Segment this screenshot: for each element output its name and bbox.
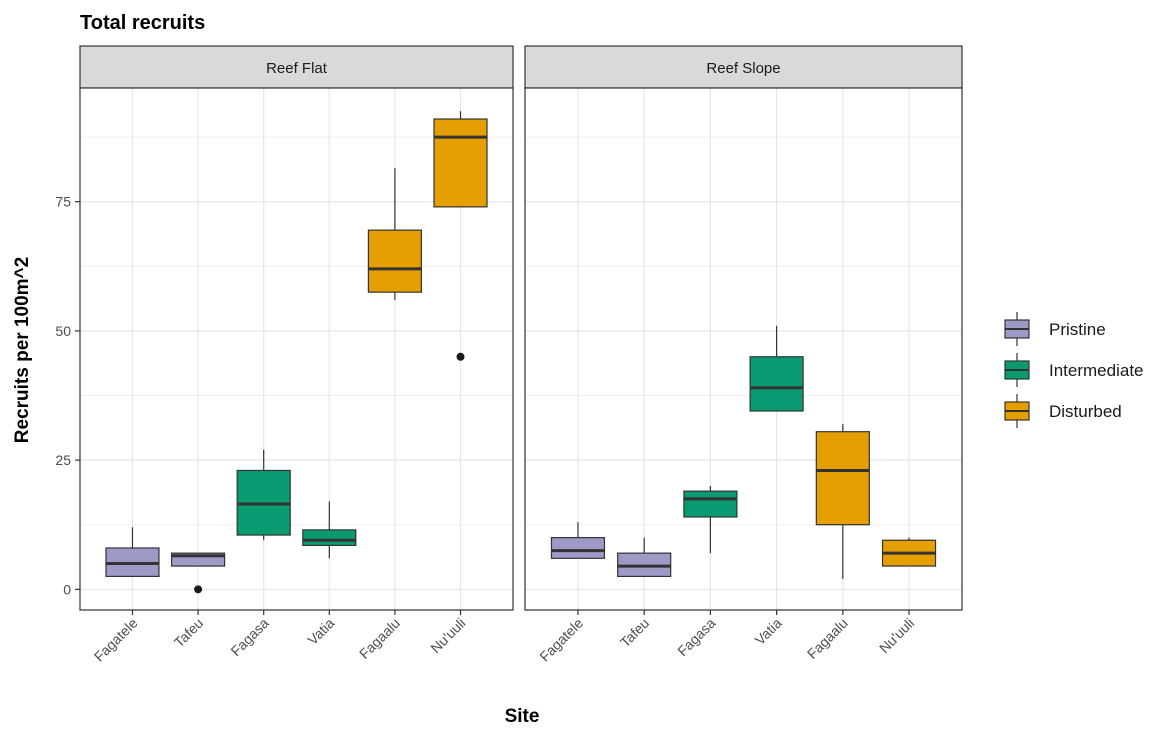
- box-fagatele: [550, 522, 606, 559]
- box-fagaalu: [815, 423, 870, 579]
- panel-border: [524, 87, 963, 611]
- y-tick-label: 50: [55, 323, 71, 339]
- legend-label: Intermediate: [1049, 361, 1144, 380]
- box-iqr: [683, 490, 738, 518]
- box-nuuuli: [881, 537, 937, 567]
- panel-border: [79, 87, 514, 611]
- x-tick-label: Nu'uuli: [427, 615, 468, 656]
- legend-label: Disturbed: [1049, 402, 1122, 421]
- x-axis-title: Site: [505, 706, 540, 727]
- x-tick-label: Tafeu: [617, 615, 653, 651]
- box-fagaalu: [367, 168, 423, 300]
- legend: Pristine Intermediate Disturbed: [1004, 312, 1144, 428]
- panel-strip-label: Reef Flat: [266, 60, 328, 77]
- x-tick-label: Fagaalu: [804, 615, 851, 662]
- box-vatia: [749, 325, 804, 412]
- legend-label: Pristine: [1049, 320, 1106, 339]
- x-tick-label: Nu'uuli: [876, 615, 917, 656]
- legend-item-pristine: Pristine: [1004, 312, 1106, 346]
- panel-2: Reef Slope: [524, 45, 963, 611]
- x-tick-label: Vatia: [304, 615, 337, 648]
- box-nuuuli: [433, 111, 488, 361]
- y-tick-label: 0: [63, 581, 71, 597]
- outlier-point: [456, 352, 465, 361]
- panel-1: Reef Flat: [79, 45, 514, 611]
- panels: Reef Flat Reef Slope: [79, 45, 963, 611]
- panel-strip: [524, 45, 963, 89]
- box-iqr: [550, 537, 606, 559]
- outlier-point: [194, 585, 203, 594]
- box-iqr: [367, 229, 423, 293]
- y-axis-title: Recruits per 100m^2: [12, 257, 33, 443]
- box-fagatele: [105, 527, 160, 578]
- legend-item-intermediate: Intermediate: [1004, 353, 1144, 387]
- y-tick-label: 25: [55, 452, 71, 468]
- box-fagasa: [683, 485, 738, 554]
- x-tick-label: Fagasa: [227, 615, 271, 659]
- x-tick-label: Fagatele: [536, 615, 586, 665]
- panel-background: [525, 88, 962, 610]
- box-iqr: [433, 118, 488, 208]
- chart-title: Total recruits: [80, 12, 205, 34]
- box-iqr: [749, 356, 804, 412]
- panel-strip: [79, 45, 514, 89]
- box-iqr: [302, 529, 357, 546]
- y-tick-label: 75: [55, 194, 71, 210]
- legend-item-disturbed: Disturbed: [1004, 394, 1122, 428]
- x-tick-label: Fagaalu: [356, 615, 403, 662]
- box-tafeu: [170, 552, 226, 594]
- panel-strip-label: Reef Slope: [706, 60, 780, 77]
- x-tick-label: Tafeu: [171, 615, 207, 651]
- y-axis: 0 25 50 75: [55, 194, 80, 597]
- box-iqr: [815, 431, 870, 526]
- x-axis: Fagatele Tafeu Fagasa Vatia Fagaalu Nu'uuli Fa…: [91, 610, 917, 665]
- x-tick-label: Fagasa: [674, 615, 718, 659]
- box-tafeu: [617, 537, 672, 578]
- x-tick-label: Fagatele: [91, 615, 141, 665]
- box-vatia: [302, 501, 357, 559]
- x-tick-label: Vatia: [752, 615, 785, 648]
- box-fagasa: [236, 449, 291, 541]
